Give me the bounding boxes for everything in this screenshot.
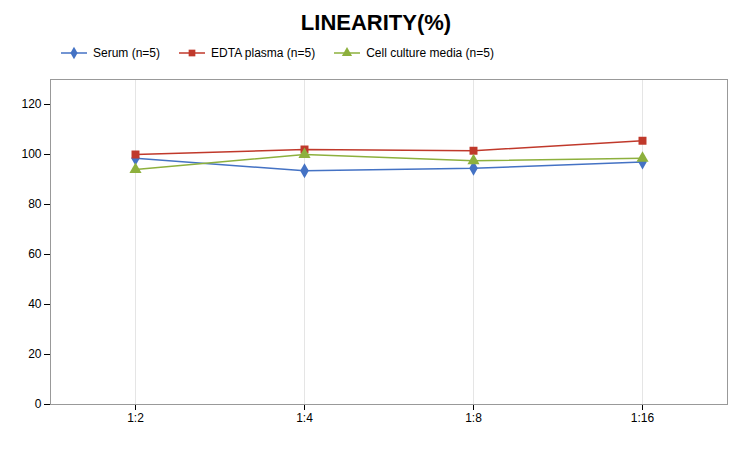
html-text:Serum (n=5): Serum (n=5) xyxy=(93,46,160,60)
svg-text:120: 120 xyxy=(21,97,41,111)
svg-text:60: 60 xyxy=(28,247,42,261)
svg-text:80: 80 xyxy=(28,197,42,211)
svg-text:1:2: 1:2 xyxy=(127,411,144,425)
html-text:EDTA plasma (n=5): EDTA plasma (n=5) xyxy=(211,46,316,60)
html-text:LINEARITY(%): LINEARITY(%) xyxy=(300,10,452,35)
svg-text:1:4: 1:4 xyxy=(296,411,313,425)
html-text:Cell culture media (n=5): Cell culture media (n=5) xyxy=(366,46,494,60)
svg-text:100: 100 xyxy=(21,147,41,161)
svg-text:0: 0 xyxy=(35,397,42,411)
svg-text:20: 20 xyxy=(28,347,42,361)
svg-text:1:8: 1:8 xyxy=(465,411,482,425)
svg-text:1:16: 1:16 xyxy=(631,411,655,425)
svg-text:40: 40 xyxy=(28,297,42,311)
